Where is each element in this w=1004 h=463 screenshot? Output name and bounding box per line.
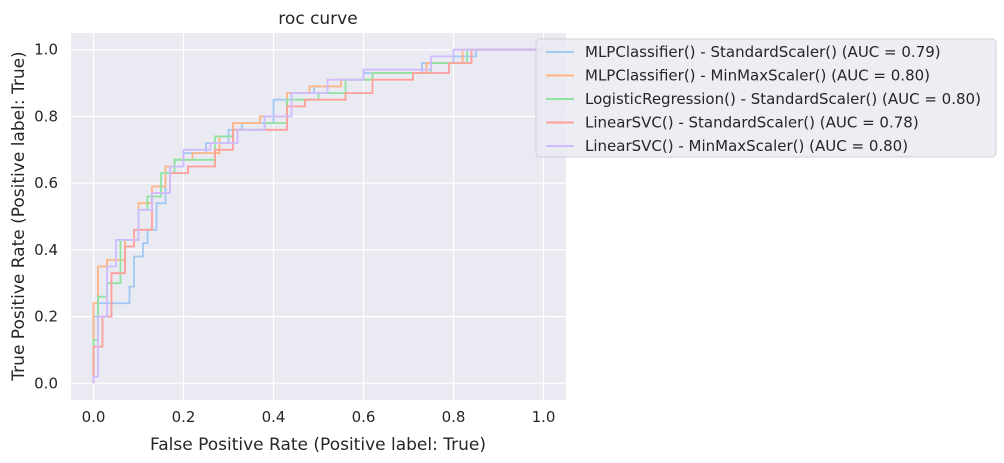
y-tick-label: 0.4 <box>34 241 58 259</box>
plot-background <box>71 33 566 400</box>
legend-label-5: LinearSVC() - MinMaxScaler() (AUC = 0.80… <box>585 137 908 155</box>
y-tick-labels: 0.0 0.2 0.4 0.6 0.8 1.0 <box>34 41 58 393</box>
y-tick-label: 0.6 <box>34 174 58 192</box>
x-tick-labels: 0.0 0.2 0.4 0.6 0.8 1.0 <box>82 408 556 426</box>
roc-line-series-5 <box>92 48 544 384</box>
x-tick-label: 0.6 <box>352 408 376 426</box>
y-axis-label: True Positive Rate (Positive label: True… <box>9 51 29 381</box>
y-tick-label: 0.0 <box>34 374 58 392</box>
y-tick-label: 1.0 <box>34 41 58 59</box>
x-tick-label: 0.8 <box>442 408 466 426</box>
series-layer <box>92 48 544 384</box>
legend-label-2: MLPClassifier() - MinMaxScaler() (AUC = … <box>585 67 930 85</box>
x-tick-label: 0.0 <box>82 408 106 426</box>
legend-label-1: MLPClassifier() - StandardScaler() (AUC … <box>585 43 941 61</box>
y-tick-label: 0.8 <box>34 107 58 125</box>
x-tick-label: 0.2 <box>172 408 196 426</box>
legend-label-3: LogisticRegression() - StandardScaler() … <box>585 90 981 108</box>
legend-label-4: LinearSVC() - StandardScaler() (AUC = 0.… <box>585 114 919 132</box>
x-tick-label: 1.0 <box>532 408 556 426</box>
legend-box <box>535 38 997 158</box>
chart-title: roc curve <box>278 9 357 29</box>
roc-line-series-3 <box>92 48 544 384</box>
x-axis-label: False Positive Rate (Positive label: Tru… <box>150 435 486 455</box>
legend: MLPClassifier() - StandardScaler() (AUC … <box>535 38 997 158</box>
y-tick-label: 0.2 <box>34 308 58 326</box>
x-tick-label: 0.4 <box>262 408 286 426</box>
roc-line-series-4 <box>92 48 544 384</box>
